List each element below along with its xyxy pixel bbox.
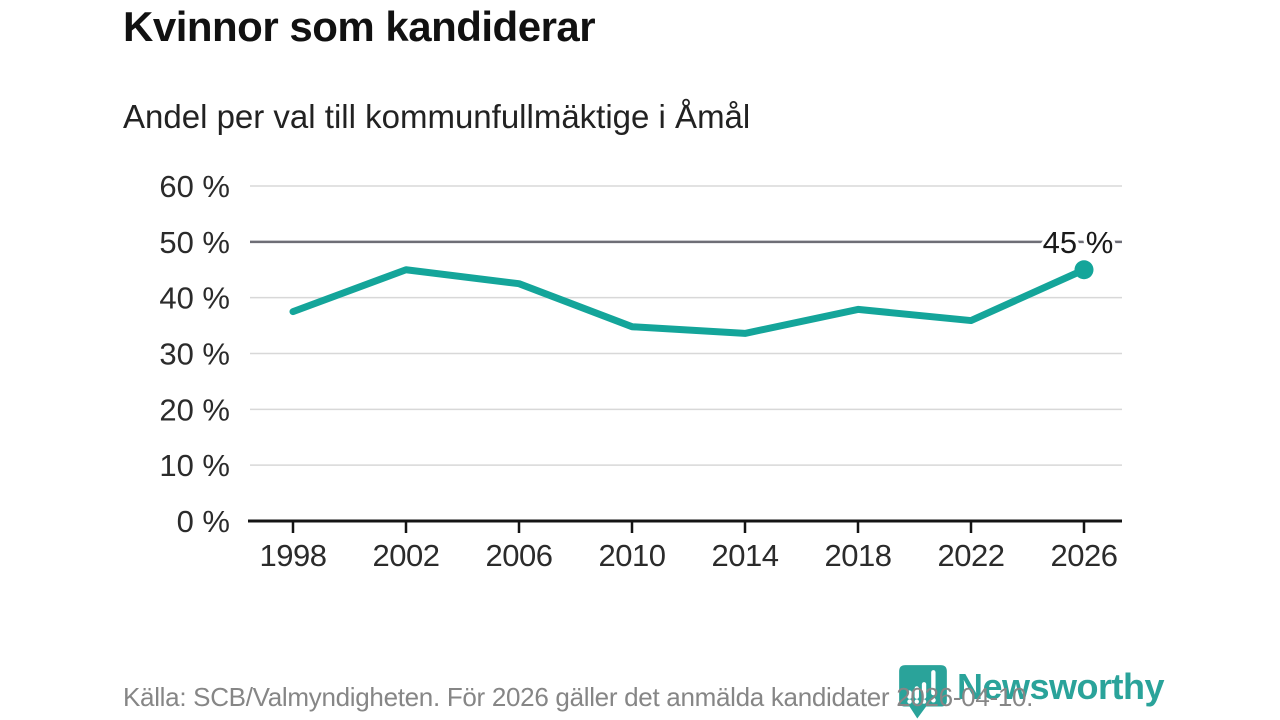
x-tick-label: 2022 <box>938 538 1005 573</box>
chart-title: Kvinnor som kandiderar <box>123 3 596 50</box>
x-tick-label: 2010 <box>599 538 666 573</box>
y-tick-label: 30 % <box>159 337 230 372</box>
x-tick-label: 2026 <box>1051 538 1118 573</box>
x-tick-label: 2006 <box>486 538 553 573</box>
last-value-label: 45 % <box>1043 225 1114 260</box>
newsworthy-logo: Newsworthy <box>897 663 1165 719</box>
newsworthy-wordmark: Newsworthy <box>957 666 1165 707</box>
chart-subtitle: Andel per val till kommunfullmäktige i Å… <box>123 98 751 135</box>
y-tick-label: 0 % <box>177 504 230 539</box>
y-tick-label: 40 % <box>159 281 230 316</box>
series-line <box>289 266 1088 337</box>
y-tick-label: 60 % <box>159 169 230 204</box>
x-tick-label: 2002 <box>373 538 440 573</box>
x-tick-label: 1998 <box>260 538 327 573</box>
y-tick-label: 20 % <box>159 392 230 427</box>
y-tick-label: 50 % <box>159 225 230 260</box>
last-data-point <box>1074 260 1094 280</box>
source-note: Källa: SCB/Valmyndigheten. För 2026 gäll… <box>123 682 1034 712</box>
x-tick-label: 2014 <box>712 538 779 573</box>
y-tick-label: 10 % <box>159 448 230 483</box>
x-tick-label: 2018 <box>825 538 892 573</box>
newsworthy-logo-icon <box>899 665 947 719</box>
